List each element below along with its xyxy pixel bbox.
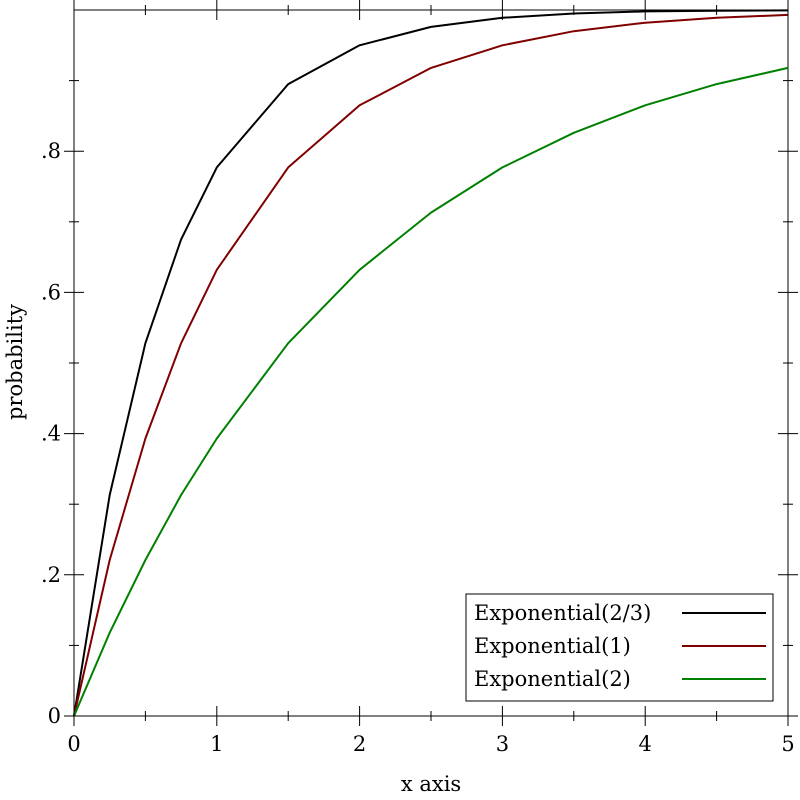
- x-tick-label: 1: [210, 732, 223, 756]
- y-tick-label: .2: [41, 563, 61, 587]
- legend: Exponential(2/3) Exponential(1) Exponentia…: [465, 593, 774, 702]
- legend-label-1: Exponential(2/3): [474, 601, 651, 625]
- legend-label-3: Exponential(2): [474, 667, 631, 691]
- x-tick-label: 2: [353, 732, 366, 756]
- x-axis-label: x axis: [401, 772, 461, 796]
- legend-label-2: Exponential(1): [474, 634, 631, 658]
- x-tick-label: 0: [67, 732, 80, 756]
- y-tick-label: 0: [48, 704, 61, 728]
- ticks-layer: [64, 0, 798, 726]
- y-tick-label: .6: [41, 280, 61, 304]
- legend-box: [465, 593, 774, 702]
- x-tick-label: 3: [496, 732, 509, 756]
- series-line-3: [73, 66, 789, 717]
- series-line-2: [73, 13, 789, 717]
- y-tick-label: .8: [41, 139, 61, 163]
- x-tick-label: 4: [639, 732, 652, 756]
- tick-labels: 0 1 2 3 4 5 0 .2 .4 .6 .8: [41, 139, 795, 756]
- y-axis-label: probability: [3, 304, 27, 420]
- y-tick-label: .4: [41, 422, 61, 446]
- x-tick-label: 5: [781, 732, 794, 756]
